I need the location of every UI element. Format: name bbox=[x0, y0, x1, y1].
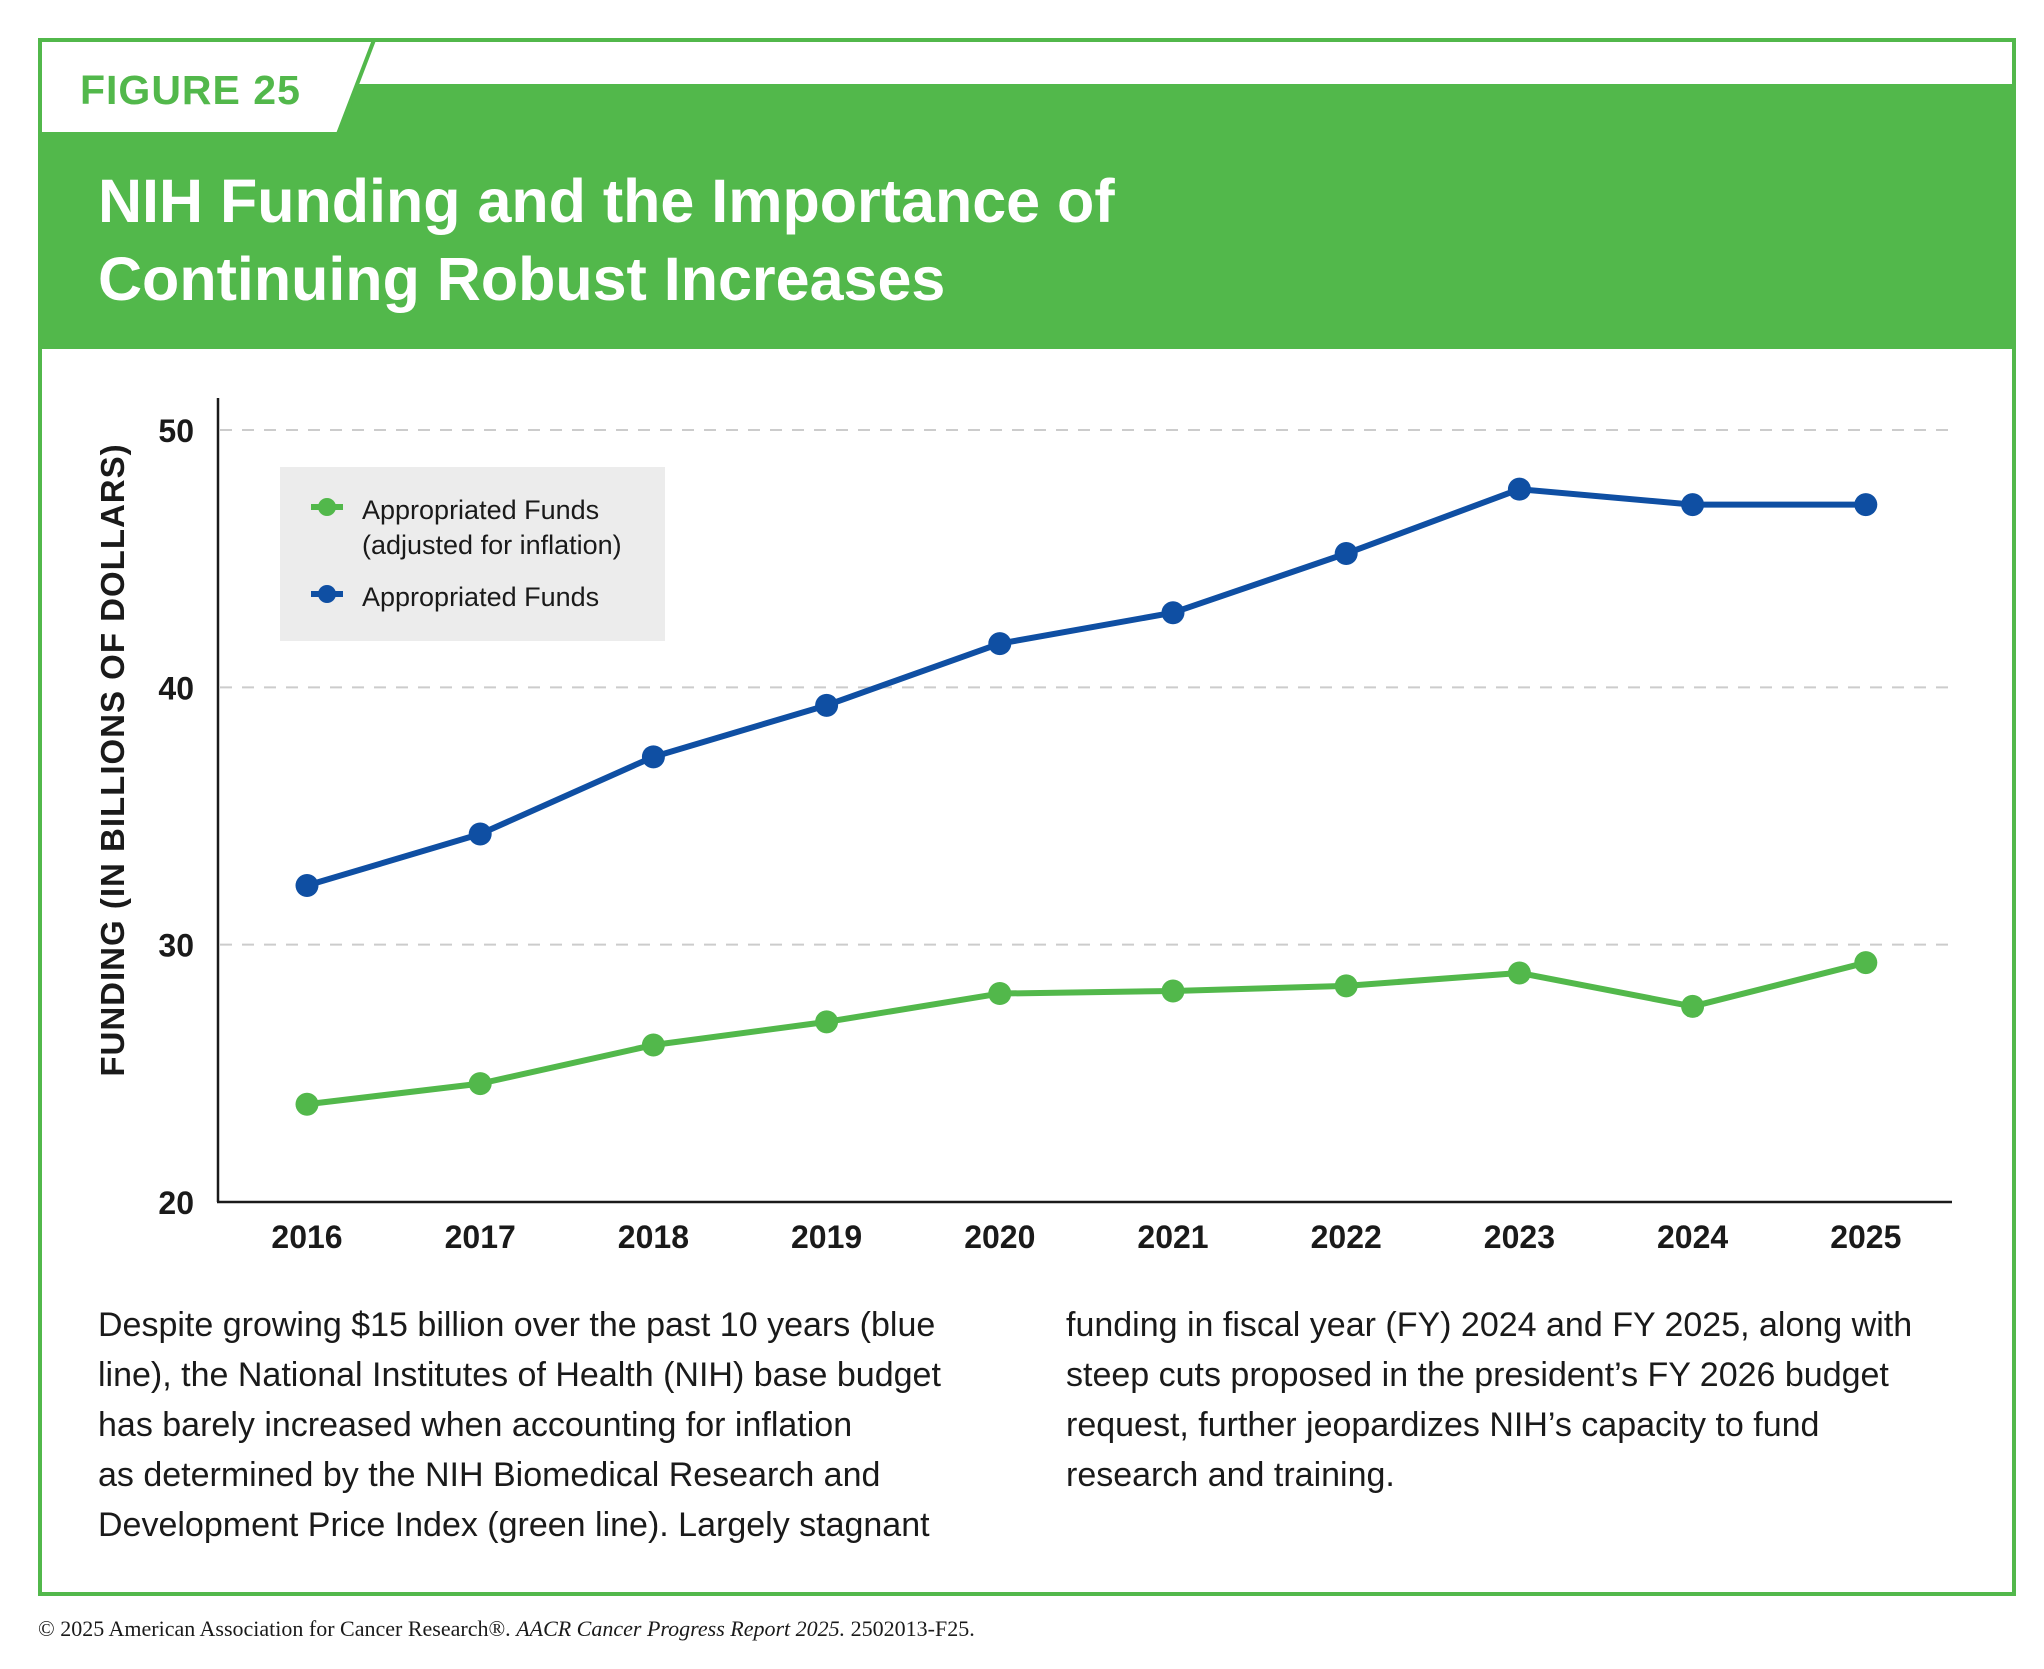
footer-prefix: © 2025 American Association for Cancer R… bbox=[38, 1616, 517, 1641]
data-point bbox=[815, 1010, 839, 1034]
data-point bbox=[1334, 542, 1358, 566]
data-point bbox=[1681, 493, 1705, 517]
caption-line: request, further jeopardizes NIH’s capac… bbox=[1066, 1406, 1820, 1444]
copyright-footer: © 2025 American Association for Cancer R… bbox=[38, 1616, 975, 1642]
y-tick-label: 50 bbox=[158, 413, 194, 449]
legend-item: Appropriated Funds (adjusted for inflatio… bbox=[311, 495, 622, 560]
footer-suffix: 2502013-F25. bbox=[845, 1616, 975, 1641]
x-tick-label: 2019 bbox=[791, 1219, 862, 1255]
x-tick-labels: 2016 2017 2018 2019 2020 2021 2022 2023 2024 2025 bbox=[271, 1219, 1901, 1255]
data-point bbox=[641, 745, 665, 769]
footer-report-title: AACR Cancer Progress Report 2025. bbox=[516, 1616, 846, 1641]
caption-line: research and training. bbox=[1066, 1456, 1395, 1494]
title-line-1: NIH Funding and the Importance of bbox=[98, 167, 1115, 235]
header-band bbox=[38, 84, 2016, 349]
data-point bbox=[295, 873, 319, 897]
legend-swatch-marker bbox=[318, 498, 336, 516]
caption-line: as determined by the NIH Biomedical Rese… bbox=[98, 1456, 881, 1494]
legend-label: (adjusted for inflation) bbox=[362, 530, 622, 560]
data-point bbox=[988, 632, 1012, 656]
figure-label: FIGURE 25 bbox=[80, 67, 301, 113]
data-point bbox=[988, 982, 1012, 1006]
data-point bbox=[295, 1092, 319, 1116]
caption-line: funding in fiscal year (FY) 2024 and FY … bbox=[1066, 1306, 1913, 1344]
legend: Appropriated Funds (adjusted for inflatio… bbox=[280, 467, 665, 641]
caption-line: Development Price Index (green line). La… bbox=[98, 1506, 930, 1544]
x-tick-label: 2024 bbox=[1657, 1219, 1728, 1255]
data-point bbox=[815, 693, 839, 717]
caption-line: Despite growing $15 billion over the pas… bbox=[98, 1306, 936, 1344]
legend-item: Appropriated Funds bbox=[311, 582, 599, 612]
x-tick-label: 2023 bbox=[1484, 1219, 1555, 1255]
data-point bbox=[468, 1072, 492, 1096]
data-point bbox=[1507, 961, 1531, 985]
figure-frame bbox=[38, 38, 2016, 1596]
x-tick-label: 2017 bbox=[445, 1219, 516, 1255]
data-point bbox=[1681, 994, 1705, 1018]
y-tick-label: 20 bbox=[158, 1185, 194, 1221]
caption-line: has barely increased when accounting for… bbox=[98, 1406, 853, 1444]
data-point bbox=[1161, 979, 1185, 1003]
x-tick-label: 2018 bbox=[618, 1219, 689, 1255]
legend-items: Appropriated Funds (adjusted for inflatio… bbox=[311, 495, 622, 612]
line-chart: 20 30 40 50 2016 2017 2018 2019 2020 2021 2022 202… bbox=[94, 398, 1952, 1255]
x-tick-label: 2025 bbox=[1830, 1219, 1901, 1255]
chart-title: NIH Funding and the Importance of Contin… bbox=[98, 162, 1498, 318]
y-tick-label: 40 bbox=[158, 670, 194, 706]
data-point bbox=[1507, 477, 1531, 501]
caption-line: line), the National Institutes of Health… bbox=[98, 1356, 941, 1394]
title-line-2: Continuing Robust Increases bbox=[98, 245, 946, 313]
x-tick-label: 2021 bbox=[1137, 1219, 1208, 1255]
data-series bbox=[295, 477, 1878, 1116]
caption-column-1: Despite growing $15 billion over the pas… bbox=[98, 1300, 1008, 1550]
data-point bbox=[1854, 951, 1878, 975]
caption: Despite growing $15 billion over the pas… bbox=[98, 1300, 1978, 1550]
legend-swatch-marker bbox=[318, 585, 336, 603]
legend-label: Appropriated Funds bbox=[362, 582, 599, 612]
data-point bbox=[1854, 493, 1878, 517]
data-point bbox=[468, 822, 492, 846]
series-line bbox=[304, 959, 1869, 1108]
x-tick-label: 2016 bbox=[271, 1219, 342, 1255]
series-inflation-adjusted bbox=[295, 951, 1878, 1116]
series-appropriated bbox=[295, 477, 1878, 897]
legend-label: Appropriated Funds bbox=[362, 495, 599, 525]
caption-line: steep cuts proposed in the president’s F… bbox=[1066, 1356, 1889, 1394]
gridlines bbox=[220, 429, 1952, 946]
caption-column-2: funding in fiscal year (FY) 2024 and FY … bbox=[1066, 1300, 1976, 1500]
data-point bbox=[1334, 974, 1358, 998]
data-point bbox=[641, 1033, 665, 1057]
y-tick-label: 30 bbox=[158, 928, 194, 964]
x-tick-label: 2022 bbox=[1311, 1219, 1382, 1255]
axes bbox=[216, 398, 1952, 1204]
x-tick-label: 2020 bbox=[964, 1219, 1035, 1255]
data-point bbox=[1161, 601, 1185, 625]
legend-background bbox=[280, 467, 665, 641]
y-axis-label: FUNDING (IN BILLIONS OF DOLLARS) bbox=[94, 443, 131, 1076]
series-line bbox=[304, 486, 1869, 889]
y-tick-labels: 20 30 40 50 bbox=[158, 413, 194, 1221]
